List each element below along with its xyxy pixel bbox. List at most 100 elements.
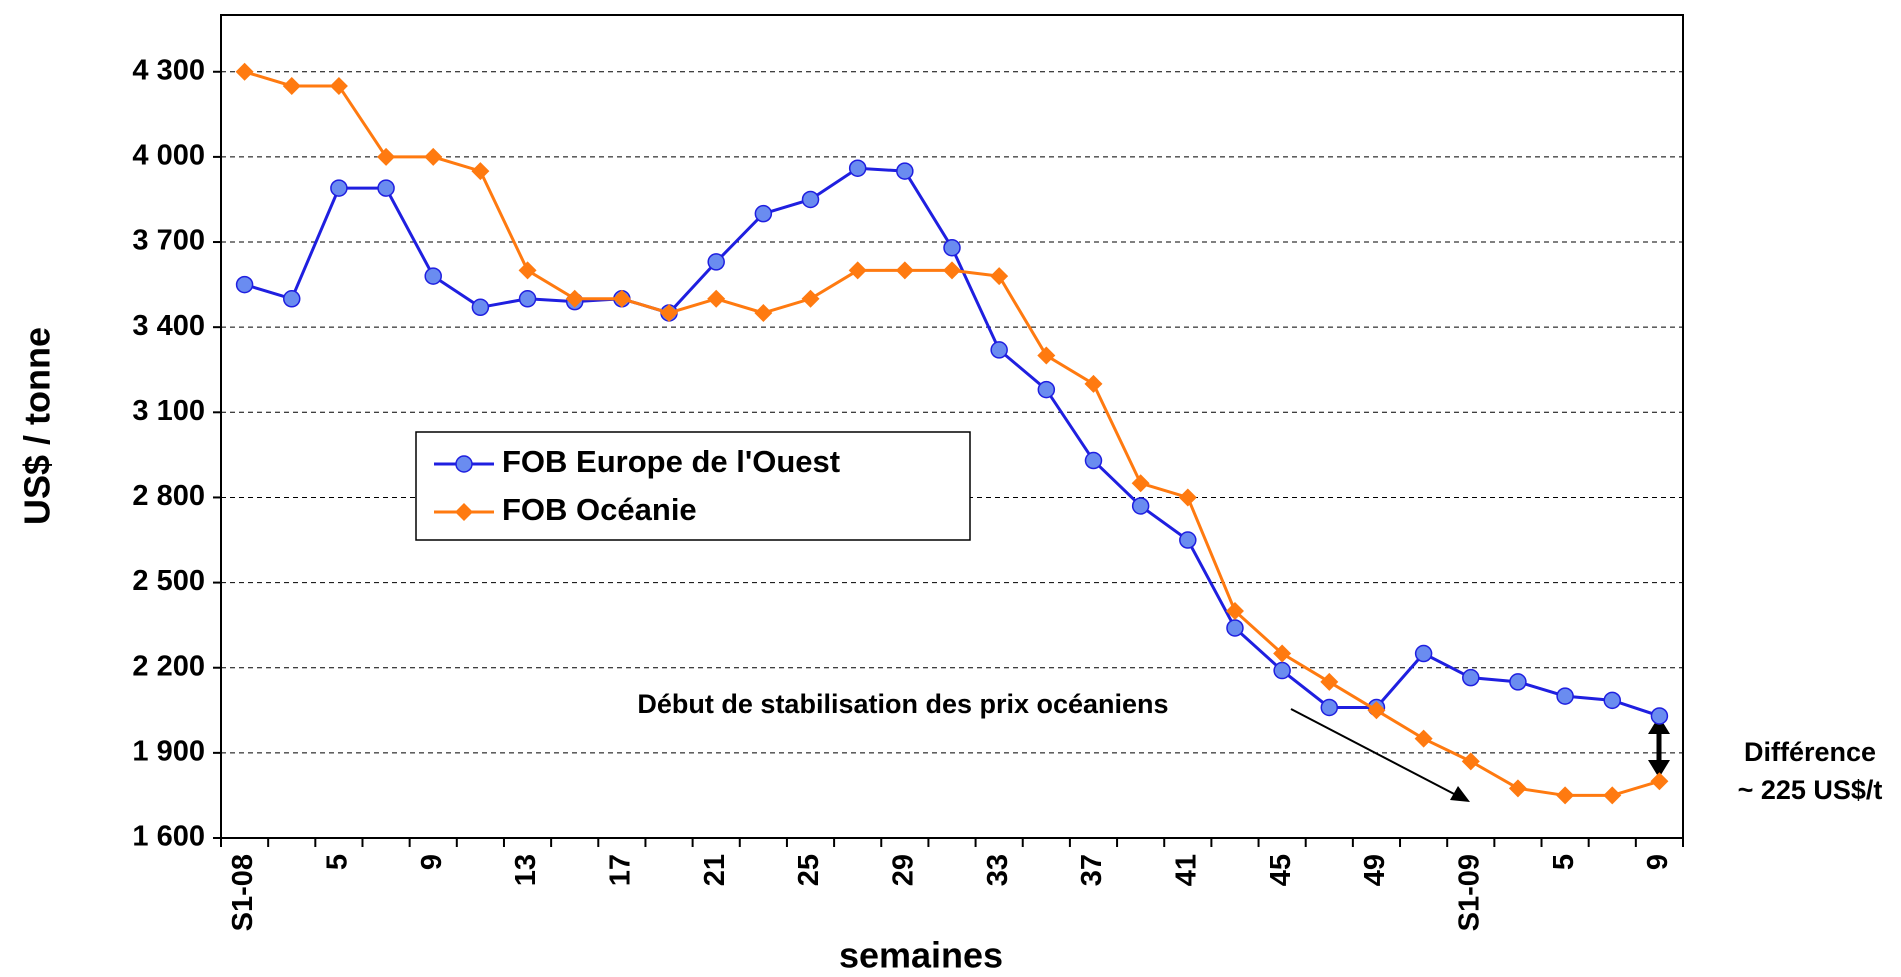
marker — [943, 238, 961, 257]
y-tick-label: 2 800 — [132, 480, 205, 512]
marker — [1462, 668, 1480, 687]
arrow-head — [1648, 716, 1670, 734]
marker — [1461, 752, 1480, 771]
x-tick-label: 5 — [322, 854, 354, 870]
marker — [943, 261, 961, 280]
marker — [235, 62, 254, 81]
marker — [1225, 601, 1244, 620]
marker — [754, 204, 773, 223]
annotation: Début de stabilisation des prix océanien… — [637, 689, 1168, 719]
x-tick-label: 5 — [1548, 854, 1580, 870]
marker — [754, 303, 773, 322]
marker — [1084, 374, 1103, 393]
marker — [377, 179, 395, 197]
marker — [424, 147, 443, 166]
marker — [848, 159, 867, 177]
marker — [660, 303, 679, 322]
x-tick-label: 9 — [1642, 854, 1674, 870]
x-tick-label: 33 — [982, 854, 1014, 886]
y-tick-label: 3 100 — [132, 395, 205, 427]
marker — [518, 290, 537, 308]
legend — [415, 431, 971, 541]
marker — [329, 76, 348, 95]
y-tick-label: 4 300 — [132, 54, 205, 86]
marker — [1273, 644, 1292, 663]
x-tick-label: 17 — [605, 854, 637, 886]
x-tick-label: 37 — [1076, 854, 1108, 886]
marker — [801, 190, 820, 209]
marker — [1556, 786, 1575, 805]
marker — [1650, 707, 1669, 725]
x-tick-label: 9 — [416, 854, 448, 870]
marker — [895, 261, 914, 280]
y-axis-title: US$ / tonne — [17, 327, 58, 525]
plot-area — [220, 14, 1684, 839]
legend-label: FOB Océanie — [502, 492, 697, 527]
marker — [330, 179, 348, 197]
marker — [1226, 619, 1244, 637]
marker — [282, 76, 301, 95]
x-tick-label: 45 — [1265, 854, 1297, 886]
y-tick-label: 3 700 — [132, 225, 205, 257]
y-tick-label: 1 900 — [132, 736, 205, 768]
marker — [1603, 691, 1622, 710]
marker — [565, 289, 584, 308]
marker — [1650, 772, 1669, 791]
marker — [1320, 672, 1339, 691]
marker — [1178, 488, 1197, 507]
marker — [471, 298, 490, 317]
y-tick-label: 1 600 — [132, 821, 205, 853]
x-tick-label: 41 — [1170, 854, 1202, 886]
marker — [1037, 380, 1056, 399]
marker — [801, 289, 820, 308]
marker — [896, 162, 914, 180]
legend-marker — [455, 503, 473, 521]
marker — [1084, 451, 1103, 470]
annotation: Différence — [1744, 737, 1876, 767]
marker — [1556, 687, 1574, 705]
marker — [848, 261, 867, 280]
y-tick-label: 2 500 — [132, 565, 205, 597]
marker — [424, 267, 442, 285]
marker — [1131, 497, 1150, 515]
y-tick-label: 4 000 — [132, 140, 205, 172]
legend-marker — [455, 455, 473, 473]
marker — [1179, 531, 1197, 549]
marker — [990, 341, 1008, 359]
marker — [707, 289, 726, 308]
annotation: ~ 225 US$/t — [1738, 775, 1883, 805]
marker — [1037, 346, 1056, 365]
x-tick-label: 21 — [699, 854, 731, 886]
x-tick-label: S1-09 — [1453, 854, 1485, 931]
legend-label: FOB Europe de l'Ouest — [502, 444, 840, 479]
x-tick-label: 29 — [887, 854, 919, 886]
y-tick-label: 3 400 — [132, 310, 205, 342]
marker — [707, 253, 725, 271]
arrow-head — [1648, 760, 1670, 778]
marker — [1414, 729, 1433, 748]
marker — [1273, 661, 1291, 680]
marker — [235, 275, 254, 294]
marker — [471, 162, 490, 181]
marker — [377, 147, 396, 166]
marker — [282, 290, 301, 308]
x-tick-label: 25 — [793, 854, 825, 886]
marker — [990, 267, 1009, 286]
marker — [1509, 673, 1527, 691]
x-tick-label: S1-08 — [227, 854, 259, 931]
marker — [1320, 698, 1339, 717]
marker — [1603, 786, 1622, 805]
y-tick-label: 2 200 — [132, 650, 205, 682]
x-tick-label: 49 — [1359, 854, 1391, 886]
marker — [518, 261, 537, 280]
marker — [1414, 644, 1433, 663]
x-tick-label: 13 — [510, 854, 542, 886]
arrow-head — [1450, 786, 1470, 802]
marker — [1367, 701, 1386, 720]
marker — [612, 289, 631, 308]
x-axis-title: semaines — [839, 935, 1003, 976]
marker — [1131, 474, 1150, 493]
marker — [1508, 779, 1527, 798]
